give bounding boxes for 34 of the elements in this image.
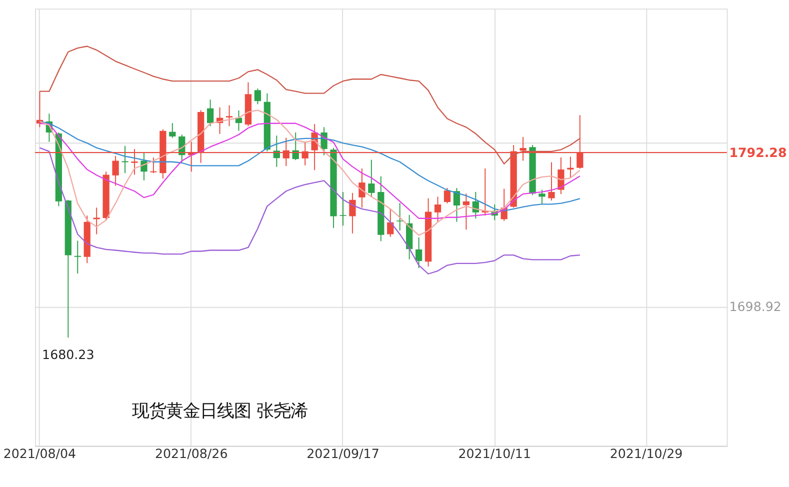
candlestick — [358, 168, 366, 208]
candlestick — [206, 99, 214, 127]
candlestick — [340, 191, 346, 226]
candlestick — [567, 156, 574, 178]
candlestick — [396, 202, 404, 232]
x-tick-label: 2021/10/29 — [610, 446, 683, 461]
candlestick — [444, 187, 451, 204]
line-series — [39, 147, 580, 274]
candlestick — [415, 236, 422, 269]
candlestick — [558, 156, 564, 195]
candlestick — [93, 207, 100, 235]
candlestick — [112, 155, 119, 186]
candlestick — [368, 159, 375, 198]
candlestick — [169, 122, 176, 138]
candlestick — [226, 104, 233, 127]
annotation: 现货黄金日线图 张尧浠 — [132, 402, 308, 422]
candlestick — [74, 240, 81, 274]
y-tick-label: 1792.28 — [729, 144, 787, 160]
candlestick — [453, 187, 460, 222]
annotation: 1680.23 — [42, 346, 94, 362]
x-tick-label: 2021/08/04 — [3, 446, 76, 461]
y-tick-label: 1698.92 — [729, 299, 782, 314]
line-series — [39, 46, 580, 164]
candlestick — [349, 192, 356, 234]
candlestick — [538, 189, 546, 205]
x-tick-label: 2021/08/26 — [154, 446, 228, 461]
x-tick-label: 2021/10/11 — [458, 446, 532, 461]
candlestick — [462, 193, 470, 230]
candlestick — [122, 145, 128, 174]
candlestick — [434, 196, 442, 222]
x-tick-label: 2021/09/17 — [306, 446, 380, 461]
candlestick — [254, 88, 262, 105]
candlestick — [150, 156, 157, 174]
candlestick — [548, 162, 555, 202]
